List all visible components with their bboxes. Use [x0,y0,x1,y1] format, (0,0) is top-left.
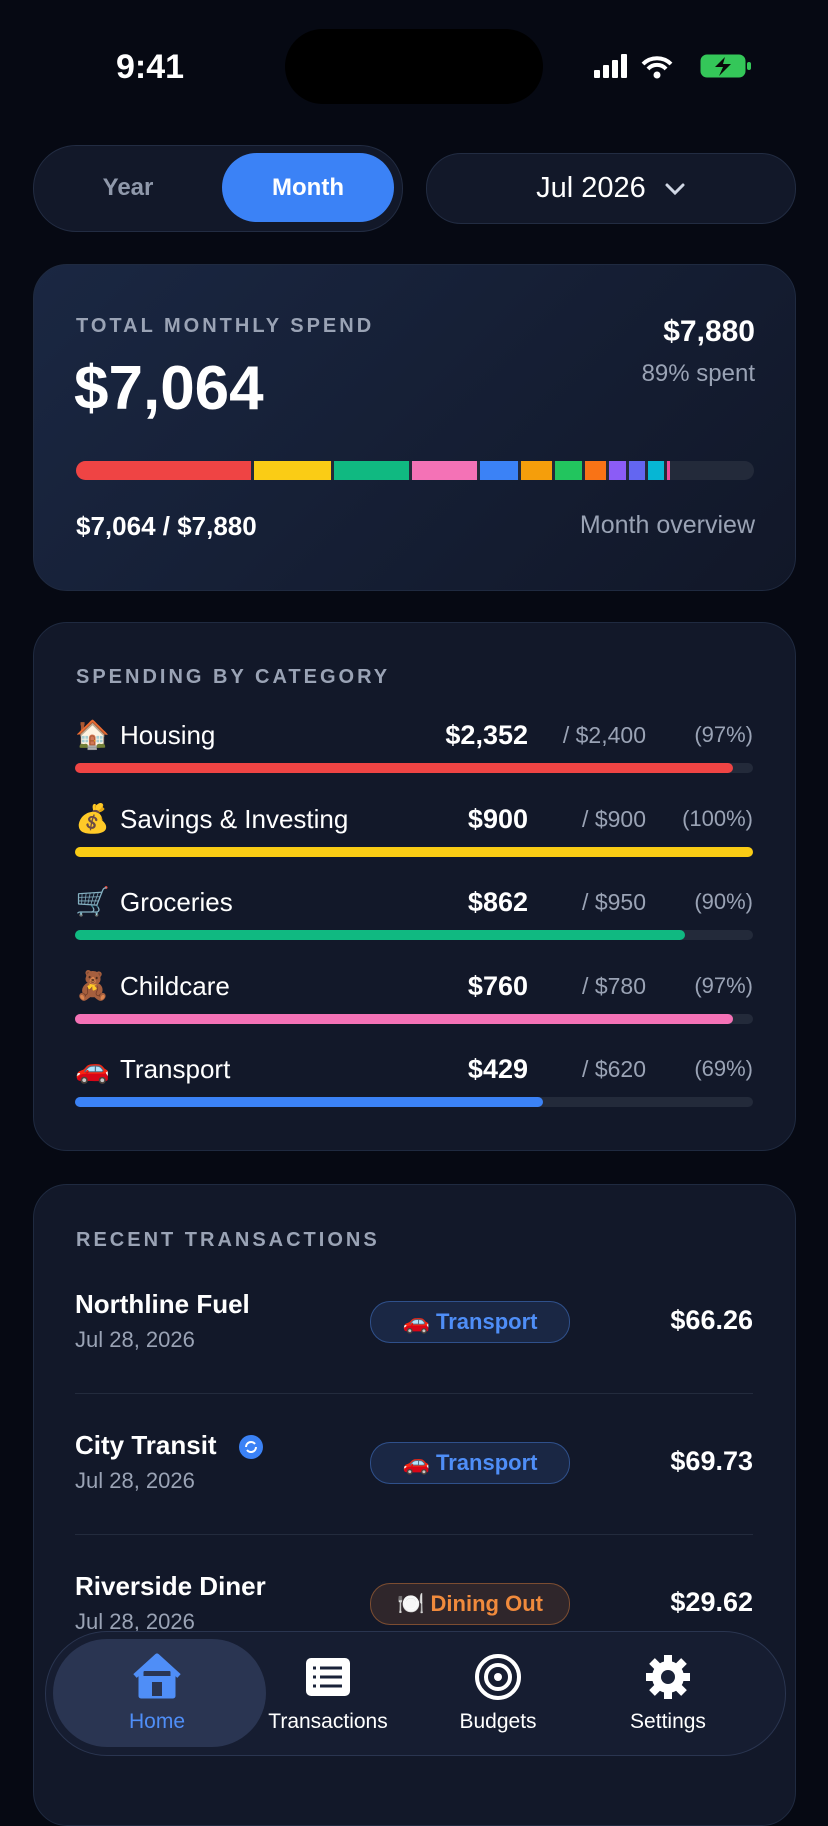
transaction-amount: $69.73 [670,1446,753,1476]
category-title: SPENDING BY CATEGORY [76,666,391,688]
transaction-name: Riverside Diner [75,1571,266,1601]
transactions-title: RECENT TRANSACTIONS [76,1229,380,1251]
transaction-name: Northline Fuel [75,1289,250,1319]
tab-icon[interactable] [302,1652,354,1702]
category-track [75,1097,753,1107]
category-budget: / $780 [582,972,646,999]
category-name: Savings & Investing [120,803,349,834]
summary-progress: $7,064 / $7,880 [76,511,257,541]
category-spent: $760 [467,970,528,1001]
category-percent: (90%) [694,889,753,914]
category-budget: / $900 [582,805,646,832]
category-name: Transport [120,1054,231,1084]
category-track [75,846,753,857]
divider [75,1534,753,1535]
category-icon: 🏠 [75,719,110,750]
tab-label[interactable]: Settings [630,1710,706,1733]
category-icon: 🛒 [75,886,110,917]
category-icon: 🚗 [75,1053,110,1084]
tab-label[interactable]: Budgets [459,1710,537,1733]
overview-bar [76,461,754,480]
tab-icon[interactable] [642,1652,694,1702]
toggle-option[interactable]: Month [222,153,394,222]
category-spent: $429 [467,1054,528,1084]
category-progress [75,930,686,940]
category-spent: $862 [467,887,528,917]
category-track [75,763,753,773]
category-budget: / $950 [582,889,646,915]
transaction-name: City Transit [75,1430,217,1460]
period-label: Jul 2026 [536,172,646,204]
category-progress [75,1013,733,1024]
summary-amount: $7,064 [74,354,264,423]
recurring-icon [239,1435,263,1459]
status-icons [594,54,751,79]
transaction-date: Jul 28, 2026 [75,1468,195,1493]
category-name: Groceries [120,887,233,917]
period-picker[interactable]: Jul 2026 [426,153,796,224]
category-percent: (100%) [682,805,753,831]
category-percent: (97%) [694,722,753,747]
transaction-tag[interactable]: 🍽️ Dining Out [370,1583,570,1625]
summary-card: TOTAL MONTHLY SPEND $7,064 $7,880 89% sp… [33,264,796,591]
category-percent: (97%) [694,972,753,998]
summary-label: TOTAL MONTHLY SPEND [76,315,375,337]
category-budget: / $620 [582,1056,646,1082]
category-progress [75,1097,543,1107]
transaction-tag[interactable]: 🚗 Transport [370,1301,570,1343]
category-percent: (69%) [694,1056,753,1081]
category-progress [75,846,753,857]
category-progress [75,763,733,773]
toggle-option[interactable]: Year [102,173,154,201]
category-card: SPENDING BY CATEGORY [33,622,796,1151]
summary-percent: 89% spent [641,360,755,387]
tab-icon[interactable] [472,1652,524,1702]
tab-icon[interactable] [131,1652,183,1702]
dynamic-island [285,29,543,104]
category-name: Childcare [120,970,230,1001]
category-spent: $2,352 [445,720,528,750]
transaction-amount: $66.26 [670,1305,753,1335]
transaction-amount: $29.62 [670,1587,753,1617]
chevron [665,183,685,195]
status-time: 9:41 [115,48,185,86]
transaction-date: Jul 28, 2026 [75,1327,195,1352]
category-track [75,930,753,940]
tab-label[interactable]: Home [128,1710,186,1733]
category-budget: / $2,400 [562,722,646,748]
divider [75,1393,753,1394]
transaction-date: Jul 28, 2026 [75,1609,195,1634]
category-icon: 💰 [75,802,110,834]
category-name: Housing [120,720,216,750]
transaction-tag[interactable]: 🚗 Transport [370,1442,570,1484]
summary-link[interactable]: Month overview [579,511,755,539]
category-icon: 🧸 [75,969,110,1001]
tab-label[interactable]: Transactions [268,1710,388,1733]
category-spent: $900 [467,803,528,834]
summary-budget: $7,880 [663,315,755,348]
category-track [75,1013,753,1024]
